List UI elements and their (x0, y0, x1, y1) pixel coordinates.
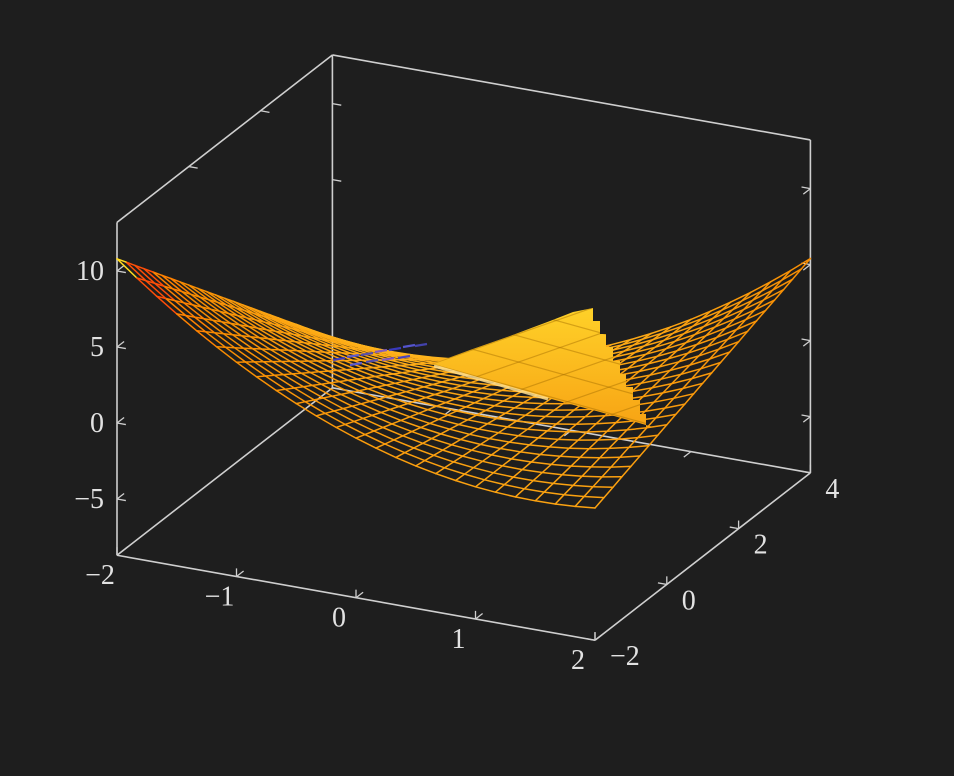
z-tick-label-5: 5 (90, 332, 104, 363)
z-tick-label--5: −5 (74, 484, 104, 515)
x-tick-label-1: 1 (452, 624, 466, 655)
y-tick-label--2: −2 (610, 641, 640, 672)
y-tick-label-4: 4 (825, 474, 839, 505)
z-tick-label-0: 0 (90, 408, 104, 439)
y-tick-label-0: 0 (682, 585, 696, 616)
x-tick-label-2: 2 (571, 645, 585, 676)
x-tick-label-0: 0 (332, 603, 346, 634)
y-tick-label-2: 2 (754, 530, 768, 561)
fill-polygon (432, 308, 653, 427)
tick-labels: −2 −1 0 1 2 −2 0 2 4 −5 0 5 10 (74, 256, 839, 676)
z-fighting-artifacts (332, 342, 428, 367)
x-tick-label--1: −1 (205, 581, 235, 612)
z-tick-label-10: 10 (76, 256, 104, 287)
axis-ticks (116, 102, 812, 641)
x-tick-label--2: −2 (85, 560, 115, 591)
fill-edge-highlight (433, 364, 549, 401)
